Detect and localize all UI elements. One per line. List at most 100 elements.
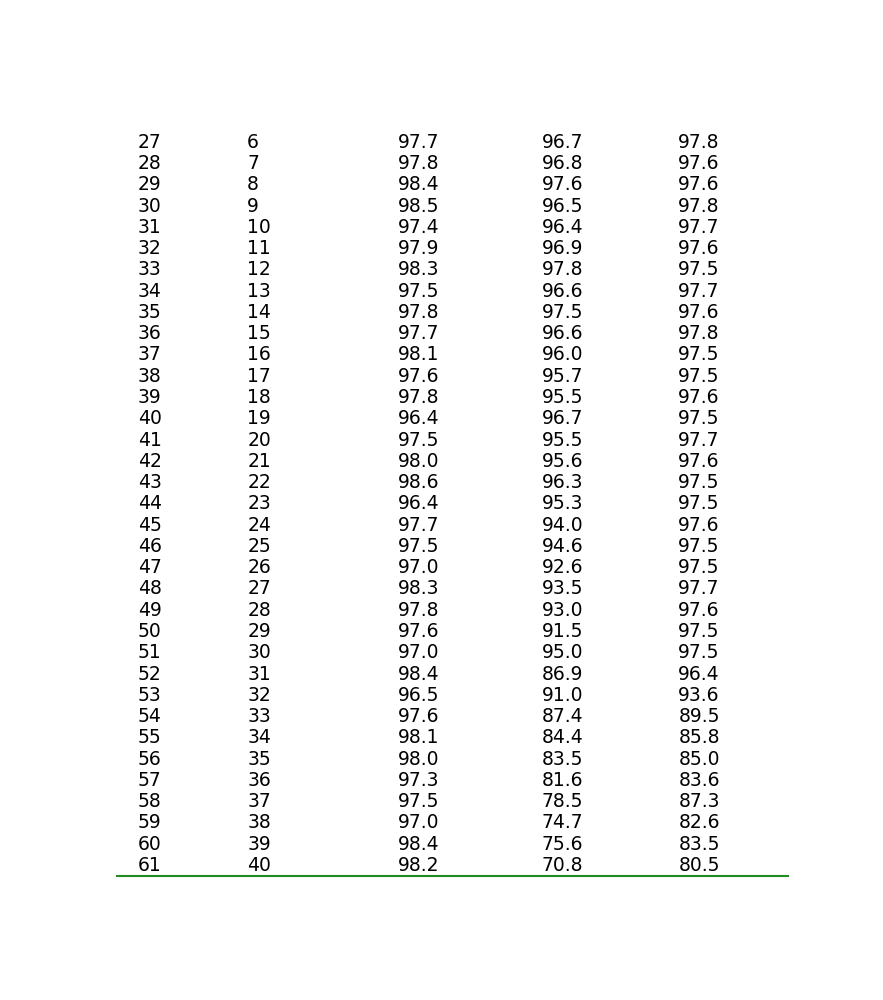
Text: 13: 13: [247, 282, 271, 301]
Text: 94.6: 94.6: [541, 537, 583, 556]
Text: 40: 40: [247, 856, 271, 875]
Text: 38: 38: [247, 813, 271, 832]
Text: 97.7: 97.7: [678, 431, 720, 450]
Text: 55: 55: [138, 728, 162, 747]
Text: 97.6: 97.6: [678, 601, 720, 620]
Text: 97.8: 97.8: [397, 388, 439, 407]
Text: 97.7: 97.7: [678, 282, 720, 301]
Text: 98.2: 98.2: [397, 856, 439, 875]
Text: 70.8: 70.8: [541, 856, 583, 875]
Text: 96.4: 96.4: [678, 665, 720, 684]
Text: 98.1: 98.1: [397, 345, 439, 364]
Text: 97.5: 97.5: [678, 345, 720, 364]
Text: 78.5: 78.5: [541, 792, 583, 811]
Text: 96.7: 96.7: [541, 133, 583, 152]
Text: 26: 26: [247, 558, 271, 577]
Text: 16: 16: [247, 345, 271, 364]
Text: 92.6: 92.6: [541, 558, 583, 577]
Text: 21: 21: [247, 452, 271, 471]
Text: 97.5: 97.5: [397, 431, 439, 450]
Text: 39: 39: [247, 835, 271, 854]
Text: 97.8: 97.8: [678, 133, 720, 152]
Text: 31: 31: [247, 665, 271, 684]
Text: 96.4: 96.4: [397, 409, 440, 428]
Text: 97.3: 97.3: [397, 771, 439, 790]
Text: 44: 44: [138, 494, 162, 513]
Text: 96.3: 96.3: [541, 473, 583, 492]
Text: 20: 20: [247, 431, 271, 450]
Text: 36: 36: [138, 324, 162, 343]
Text: 93.5: 93.5: [541, 579, 583, 598]
Text: 96.9: 96.9: [541, 239, 583, 258]
Text: 61: 61: [138, 856, 162, 875]
Text: 98.0: 98.0: [397, 750, 439, 769]
Text: 97.5: 97.5: [678, 409, 720, 428]
Text: 41: 41: [138, 431, 162, 450]
Text: 29: 29: [247, 622, 271, 641]
Text: 29: 29: [138, 175, 162, 194]
Text: 59: 59: [138, 813, 162, 832]
Text: 75.6: 75.6: [541, 835, 583, 854]
Text: 12: 12: [247, 260, 271, 279]
Text: 93.6: 93.6: [678, 686, 720, 705]
Text: 37: 37: [247, 792, 271, 811]
Text: 33: 33: [138, 260, 162, 279]
Text: 97.7: 97.7: [678, 579, 720, 598]
Text: 97.8: 97.8: [678, 197, 720, 216]
Text: 87.3: 87.3: [678, 792, 720, 811]
Text: 19: 19: [247, 409, 271, 428]
Text: 39: 39: [138, 388, 162, 407]
Text: 84.4: 84.4: [541, 728, 584, 747]
Text: 98.6: 98.6: [397, 473, 439, 492]
Text: 32: 32: [247, 686, 271, 705]
Text: 8: 8: [247, 175, 259, 194]
Text: 97.5: 97.5: [678, 643, 720, 662]
Text: 27: 27: [138, 133, 162, 152]
Text: 97.5: 97.5: [678, 473, 720, 492]
Text: 83.6: 83.6: [678, 771, 720, 790]
Text: 97.0: 97.0: [397, 643, 439, 662]
Text: 95.5: 95.5: [541, 431, 583, 450]
Text: 97.0: 97.0: [397, 558, 439, 577]
Text: 10: 10: [247, 218, 271, 237]
Text: 97.5: 97.5: [678, 537, 720, 556]
Text: 97.5: 97.5: [397, 537, 439, 556]
Text: 51: 51: [138, 643, 162, 662]
Text: 37: 37: [138, 345, 162, 364]
Text: 23: 23: [247, 494, 271, 513]
Text: 28: 28: [247, 601, 271, 620]
Text: 91.0: 91.0: [541, 686, 583, 705]
Text: 83.5: 83.5: [678, 835, 720, 854]
Text: 49: 49: [138, 601, 162, 620]
Text: 96.4: 96.4: [541, 218, 583, 237]
Text: 83.5: 83.5: [541, 750, 583, 769]
Text: 97.9: 97.9: [397, 239, 439, 258]
Text: 45: 45: [138, 516, 162, 535]
Text: 24: 24: [247, 516, 271, 535]
Text: 34: 34: [247, 728, 271, 747]
Text: 97.5: 97.5: [397, 282, 439, 301]
Text: 87.4: 87.4: [541, 707, 583, 726]
Text: 97.6: 97.6: [541, 175, 583, 194]
Text: 97.6: 97.6: [678, 388, 720, 407]
Text: 30: 30: [138, 197, 162, 216]
Text: 94.0: 94.0: [541, 516, 583, 535]
Text: 97.8: 97.8: [397, 601, 439, 620]
Text: 96.6: 96.6: [541, 324, 583, 343]
Text: 91.5: 91.5: [541, 622, 583, 641]
Text: 36: 36: [247, 771, 271, 790]
Text: 47: 47: [138, 558, 162, 577]
Text: 74.7: 74.7: [541, 813, 583, 832]
Text: 17: 17: [247, 367, 271, 386]
Text: 98.0: 98.0: [397, 452, 439, 471]
Text: 97.6: 97.6: [678, 516, 720, 535]
Text: 53: 53: [138, 686, 162, 705]
Text: 96.6: 96.6: [541, 282, 583, 301]
Text: 97.8: 97.8: [397, 303, 439, 322]
Text: 97.7: 97.7: [397, 133, 439, 152]
Text: 38: 38: [138, 367, 162, 386]
Text: 95.0: 95.0: [541, 643, 583, 662]
Text: 98.4: 98.4: [397, 665, 440, 684]
Text: 46: 46: [138, 537, 162, 556]
Text: 6: 6: [247, 133, 259, 152]
